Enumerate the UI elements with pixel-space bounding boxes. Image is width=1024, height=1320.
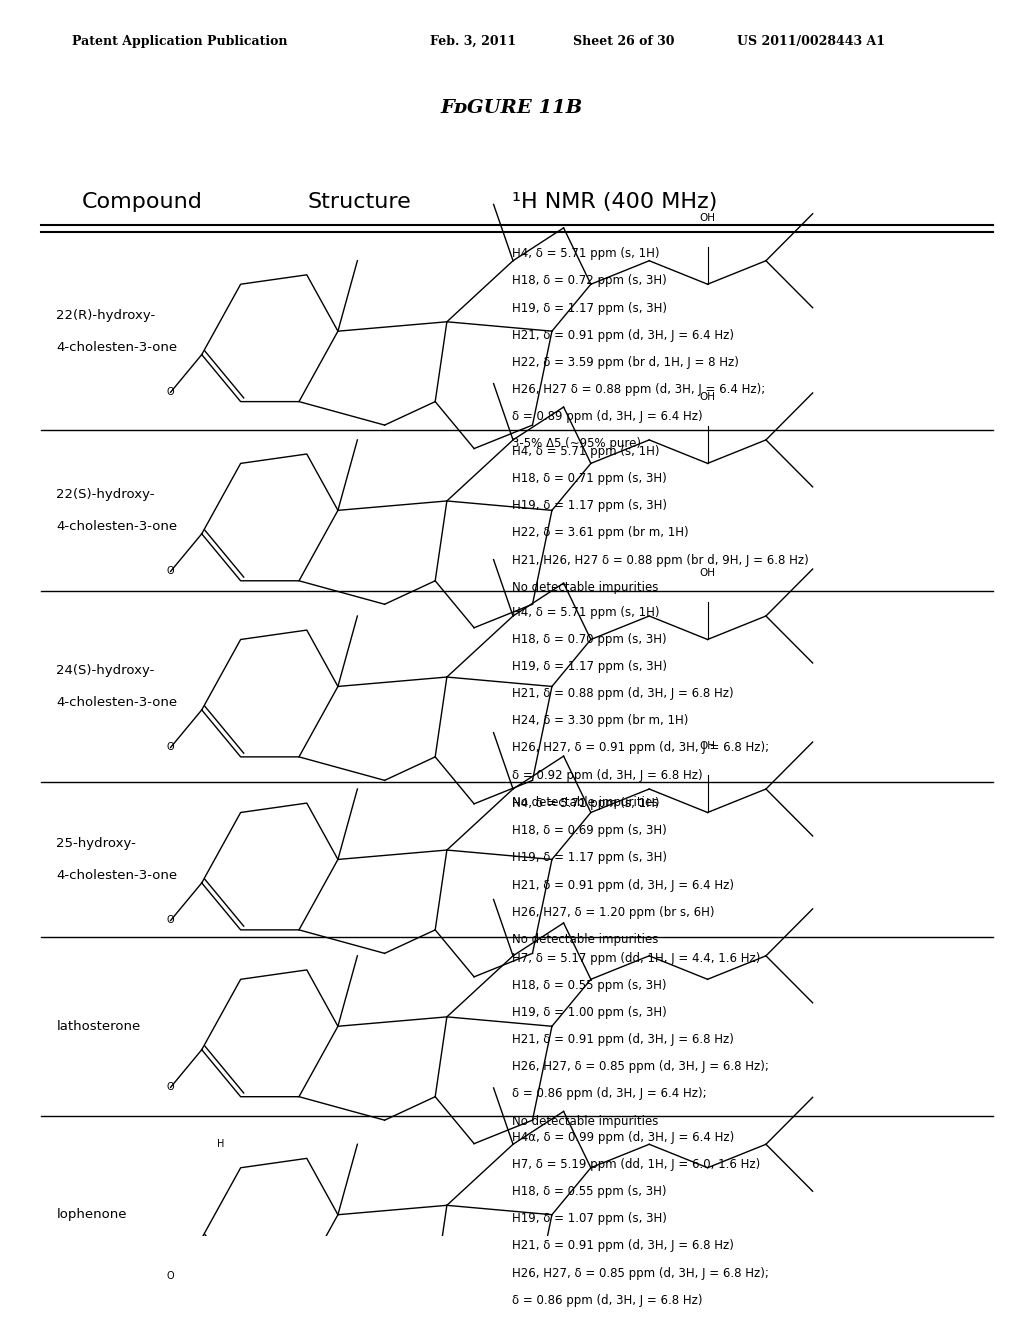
- Text: No detectable impurities: No detectable impurities: [512, 581, 658, 594]
- Text: H19, δ = 1.17 ppm (s, 3H): H19, δ = 1.17 ppm (s, 3H): [512, 851, 667, 865]
- Text: H21, δ = 0.91 ppm (d, 3H, J = 6.4 Hz): H21, δ = 0.91 ppm (d, 3H, J = 6.4 Hz): [512, 329, 734, 342]
- Text: OH: OH: [699, 392, 716, 403]
- Text: H: H: [217, 1139, 225, 1148]
- Text: H21, δ = 0.91 ppm (d, 3H, J = 6.8 Hz): H21, δ = 0.91 ppm (d, 3H, J = 6.8 Hz): [512, 1239, 734, 1253]
- Text: H7, δ = 5.19 ppm (dd, 1H, J = 6.0, 1.6 Hz): H7, δ = 5.19 ppm (dd, 1H, J = 6.0, 1.6 H…: [512, 1158, 760, 1171]
- Text: H4, δ = 5.71 ppm (s, 1H): H4, δ = 5.71 ppm (s, 1H): [512, 445, 659, 458]
- Text: H19, δ = 1.17 ppm (s, 3H): H19, δ = 1.17 ppm (s, 3H): [512, 660, 667, 673]
- Text: lophenone: lophenone: [56, 1208, 127, 1221]
- Text: No detectable impurities: No detectable impurities: [512, 933, 658, 946]
- Text: OH: OH: [699, 569, 716, 578]
- Text: 4-cholesten-3-one: 4-cholesten-3-one: [56, 341, 177, 354]
- Text: Feb. 3, 2011: Feb. 3, 2011: [430, 34, 516, 48]
- Text: H21, δ = 0.91 ppm (d, 3H, J = 6.8 Hz): H21, δ = 0.91 ppm (d, 3H, J = 6.8 Hz): [512, 1034, 734, 1045]
- Text: H7, δ = 5.17 ppm (dd, 1H, J = 4.4, 1.6 Hz): H7, δ = 5.17 ppm (dd, 1H, J = 4.4, 1.6 H…: [512, 952, 761, 965]
- Text: δ = 0.86 ppm (d, 3H, J = 6.4 Hz);: δ = 0.86 ppm (d, 3H, J = 6.4 Hz);: [512, 1088, 707, 1101]
- Text: 22(R)-hydroxy-: 22(R)-hydroxy-: [56, 309, 156, 322]
- Text: H19, δ = 1.07 ppm (s, 3H): H19, δ = 1.07 ppm (s, 3H): [512, 1212, 667, 1225]
- Text: 3-5% Δ5 (~95% pure): 3-5% Δ5 (~95% pure): [512, 437, 641, 450]
- Text: O: O: [167, 916, 174, 925]
- Text: O: O: [167, 566, 174, 577]
- Text: H18, δ = 0.70 ppm (s, 3H): H18, δ = 0.70 ppm (s, 3H): [512, 632, 667, 645]
- Text: H21, δ = 0.91 ppm (d, 3H, J = 6.4 Hz): H21, δ = 0.91 ppm (d, 3H, J = 6.4 Hz): [512, 879, 734, 891]
- Text: H4, δ = 5.71 ppm (s, 1H): H4, δ = 5.71 ppm (s, 1H): [512, 797, 659, 810]
- Text: H26, H27 δ = 0.88 ppm (d, 3H, J = 6.4 Hz);: H26, H27 δ = 0.88 ppm (d, 3H, J = 6.4 Hz…: [512, 383, 765, 396]
- Text: H21, δ = 0.88 ppm (d, 3H, J = 6.8 Hz): H21, δ = 0.88 ppm (d, 3H, J = 6.8 Hz): [512, 688, 733, 700]
- Text: 4-cholesten-3-one: 4-cholesten-3-one: [56, 869, 177, 882]
- Text: H18, δ = 0.55 ppm (s, 3H): H18, δ = 0.55 ppm (s, 3H): [512, 978, 667, 991]
- Text: H26, H27, δ = 1.20 ppm (br s, 6H): H26, H27, δ = 1.20 ppm (br s, 6H): [512, 906, 715, 919]
- Text: H18, δ = 0.55 ppm (s, 3H): H18, δ = 0.55 ppm (s, 3H): [512, 1185, 667, 1199]
- Text: H18, δ = 0.72 ppm (s, 3H): H18, δ = 0.72 ppm (s, 3H): [512, 275, 667, 288]
- Text: δ = 0.92 ppm (d, 3H, J = 6.8 Hz): δ = 0.92 ppm (d, 3H, J = 6.8 Hz): [512, 768, 702, 781]
- Text: H18, δ = 0.69 ppm (s, 3H): H18, δ = 0.69 ppm (s, 3H): [512, 824, 667, 837]
- Text: H26, H27, δ = 0.85 ppm (d, 3H, J = 6.8 Hz);: H26, H27, δ = 0.85 ppm (d, 3H, J = 6.8 H…: [512, 1060, 769, 1073]
- Text: US 2011/0028443 A1: US 2011/0028443 A1: [737, 34, 886, 48]
- Text: Patent Application Publication: Patent Application Publication: [72, 34, 287, 48]
- Text: O: O: [167, 1082, 174, 1093]
- Text: 4-cholesten-3-one: 4-cholesten-3-one: [56, 520, 177, 533]
- Text: δ = 0.86 ppm (d, 3H, J = 6.8 Hz): δ = 0.86 ppm (d, 3H, J = 6.8 Hz): [512, 1294, 702, 1307]
- Text: Sheet 26 of 30: Sheet 26 of 30: [573, 34, 675, 48]
- Text: 22(S)-hydroxy-: 22(S)-hydroxy-: [56, 488, 155, 500]
- Text: O: O: [167, 387, 174, 397]
- Text: O: O: [167, 742, 174, 752]
- Text: H4, δ = 5.71 ppm (s, 1H): H4, δ = 5.71 ppm (s, 1H): [512, 247, 659, 260]
- Text: 25-hydroxy-: 25-hydroxy-: [56, 837, 136, 850]
- Text: H19, δ = 1.17 ppm (s, 3H): H19, δ = 1.17 ppm (s, 3H): [512, 301, 667, 314]
- Text: H21, H26, H27 δ = 0.88 ppm (br d, 9H, J = 6.8 Hz): H21, H26, H27 δ = 0.88 ppm (br d, 9H, J …: [512, 553, 809, 566]
- Text: No detectable impurities: No detectable impurities: [512, 796, 658, 809]
- Text: OH: OH: [699, 742, 716, 751]
- Text: δ = 0.89 ppm (d, 3H, J = 6.4 Hz): δ = 0.89 ppm (d, 3H, J = 6.4 Hz): [512, 411, 702, 424]
- Text: H4α, δ = 0.99 ppm (d, 3H, J = 6.4 Hz): H4α, δ = 0.99 ppm (d, 3H, J = 6.4 Hz): [512, 1131, 734, 1143]
- Text: 24(S)-hydroxy-: 24(S)-hydroxy-: [56, 664, 155, 677]
- Text: H19, δ = 1.00 ppm (s, 3H): H19, δ = 1.00 ppm (s, 3H): [512, 1006, 667, 1019]
- Text: lathosterone: lathosterone: [56, 1020, 140, 1032]
- Text: Structure: Structure: [307, 191, 411, 211]
- Text: H19, δ = 1.17 ppm (s, 3H): H19, δ = 1.17 ppm (s, 3H): [512, 499, 667, 512]
- Text: H22, δ = 3.59 ppm (br d, 1H, J = 8 Hz): H22, δ = 3.59 ppm (br d, 1H, J = 8 Hz): [512, 356, 739, 368]
- Text: H22, δ = 3.61 ppm (br m, 1H): H22, δ = 3.61 ppm (br m, 1H): [512, 527, 688, 540]
- Text: O: O: [167, 1271, 174, 1280]
- Text: H26, H27, δ = 0.85 ppm (d, 3H, J = 6.8 Hz);: H26, H27, δ = 0.85 ppm (d, 3H, J = 6.8 H…: [512, 1267, 769, 1279]
- Text: 4-cholesten-3-one: 4-cholesten-3-one: [56, 696, 177, 709]
- Text: OH: OH: [699, 213, 716, 223]
- Text: Compound: Compound: [82, 191, 203, 211]
- Text: H24, δ = 3.30 ppm (br m, 1H): H24, δ = 3.30 ppm (br m, 1H): [512, 714, 688, 727]
- Text: H4, δ = 5.71 ppm (s, 1H): H4, δ = 5.71 ppm (s, 1H): [512, 606, 659, 619]
- Text: H18, δ = 0.71 ppm (s, 3H): H18, δ = 0.71 ppm (s, 3H): [512, 473, 667, 484]
- Text: H26, H27, δ = 0.91 ppm (d, 3H, J = 6.8 Hz);: H26, H27, δ = 0.91 ppm (d, 3H, J = 6.8 H…: [512, 742, 769, 755]
- Text: ¹H NMR (400 MHz): ¹H NMR (400 MHz): [512, 191, 718, 211]
- Text: No detectable impurities: No detectable impurities: [512, 1114, 658, 1127]
- Text: FᴅGURE 11B: FᴅGURE 11B: [441, 99, 583, 117]
